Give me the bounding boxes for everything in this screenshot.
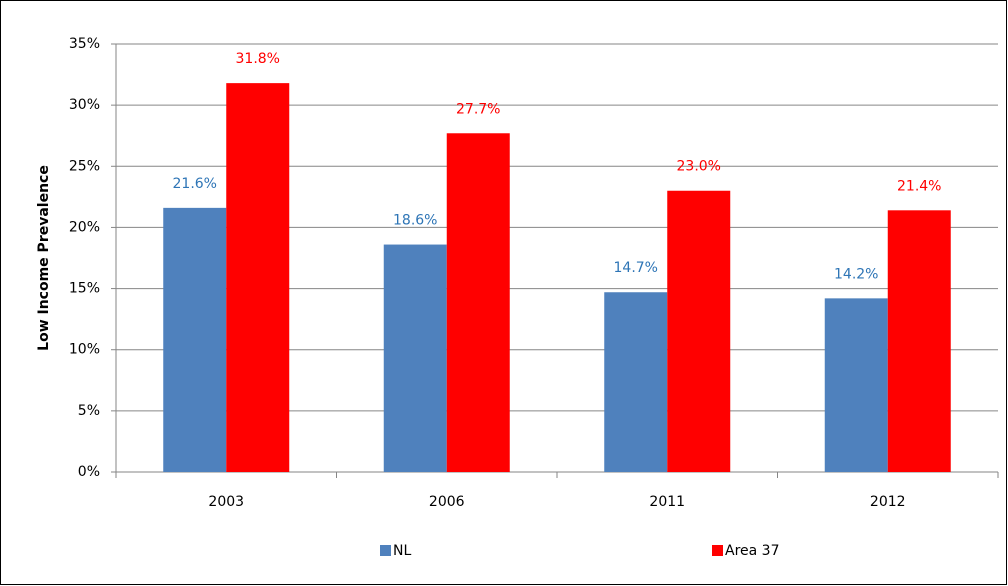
y-tick-label: 5%: [78, 403, 100, 419]
y-axis-title: Low Income Prevalence: [36, 165, 52, 351]
legend-marker: [380, 545, 391, 556]
y-tick-label: 0%: [78, 464, 100, 480]
bar: [887, 210, 951, 472]
value-label: 21.4%: [897, 178, 941, 194]
bar: [383, 244, 447, 472]
value-label: 14.2%: [834, 266, 878, 282]
x-tick-label: 2006: [429, 494, 465, 510]
bar: [824, 298, 888, 472]
bar: [163, 207, 227, 472]
x-tick-label: 2012: [870, 494, 906, 510]
y-tick-label: 10%: [69, 342, 100, 358]
bar: [446, 133, 510, 473]
legend-label: Area 37: [725, 543, 779, 559]
legend-label: NL: [393, 543, 411, 559]
y-tick-label: 35%: [69, 36, 100, 52]
y-tick-label: 30%: [69, 97, 100, 113]
bar: [604, 292, 668, 472]
bar: [667, 190, 731, 472]
x-tick-label: 2011: [649, 494, 685, 510]
value-label: 31.8%: [236, 51, 280, 67]
value-label: 18.6%: [393, 213, 437, 229]
value-label: 27.7%: [456, 101, 500, 117]
value-label: 21.6%: [173, 176, 217, 192]
y-tick-label: 25%: [69, 158, 100, 174]
value-label: 14.7%: [614, 260, 658, 276]
x-tick-label: 2003: [208, 494, 244, 510]
y-tick-label: 20%: [69, 219, 100, 235]
bar: [226, 83, 290, 472]
y-tick-label: 15%: [69, 281, 100, 297]
value-label: 23.0%: [677, 159, 721, 175]
legend-marker: [712, 545, 723, 556]
